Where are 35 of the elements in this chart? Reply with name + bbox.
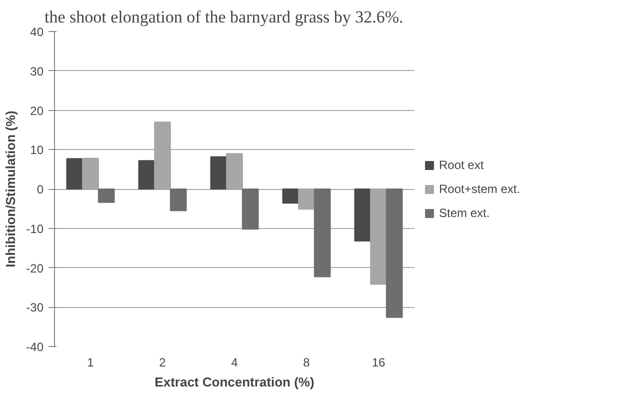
y-tick-label: 30 xyxy=(30,64,44,78)
bar xyxy=(226,153,243,190)
x-tick-label: 8 xyxy=(303,356,310,370)
x-tick-label: 2 xyxy=(159,356,166,370)
bar xyxy=(242,188,259,230)
bar xyxy=(98,188,115,203)
bar xyxy=(210,156,228,190)
y-tick-label: -40 xyxy=(26,340,44,354)
bar xyxy=(66,158,84,190)
y-tick-label: 40 xyxy=(30,25,44,39)
y-axis-title: Inhibition/Stimulation (%) xyxy=(3,110,18,268)
y-tick-label: 20 xyxy=(30,104,44,118)
x-tick-label: 1 xyxy=(87,356,94,370)
bar xyxy=(298,188,315,210)
y-tick-label: -20 xyxy=(26,261,44,276)
bar xyxy=(282,188,300,204)
x-axis-title: Extract Concentration (%) xyxy=(154,374,314,390)
bar xyxy=(386,188,403,318)
legend-label: Stem ext. xyxy=(439,206,490,220)
bar xyxy=(154,122,171,190)
y-tick-label: 10 xyxy=(30,143,44,158)
bar xyxy=(170,188,187,212)
legend-label: Root+stem ext. xyxy=(439,182,520,196)
x-tick-label: 16 xyxy=(372,356,386,370)
bar xyxy=(370,188,387,285)
y-tick-label: 0 xyxy=(36,182,44,196)
y-tick-label: -10 xyxy=(26,222,44,236)
bar xyxy=(138,160,156,190)
legend-label: Root ext xyxy=(439,158,484,172)
bar xyxy=(314,188,331,278)
y-tick-label: -30 xyxy=(26,300,44,315)
x-tick-label: 4 xyxy=(231,356,238,370)
bar xyxy=(354,188,372,242)
bar xyxy=(82,158,99,190)
text: the shoot elongation of the barnyard grass by 32.6%. xyxy=(44,8,404,26)
